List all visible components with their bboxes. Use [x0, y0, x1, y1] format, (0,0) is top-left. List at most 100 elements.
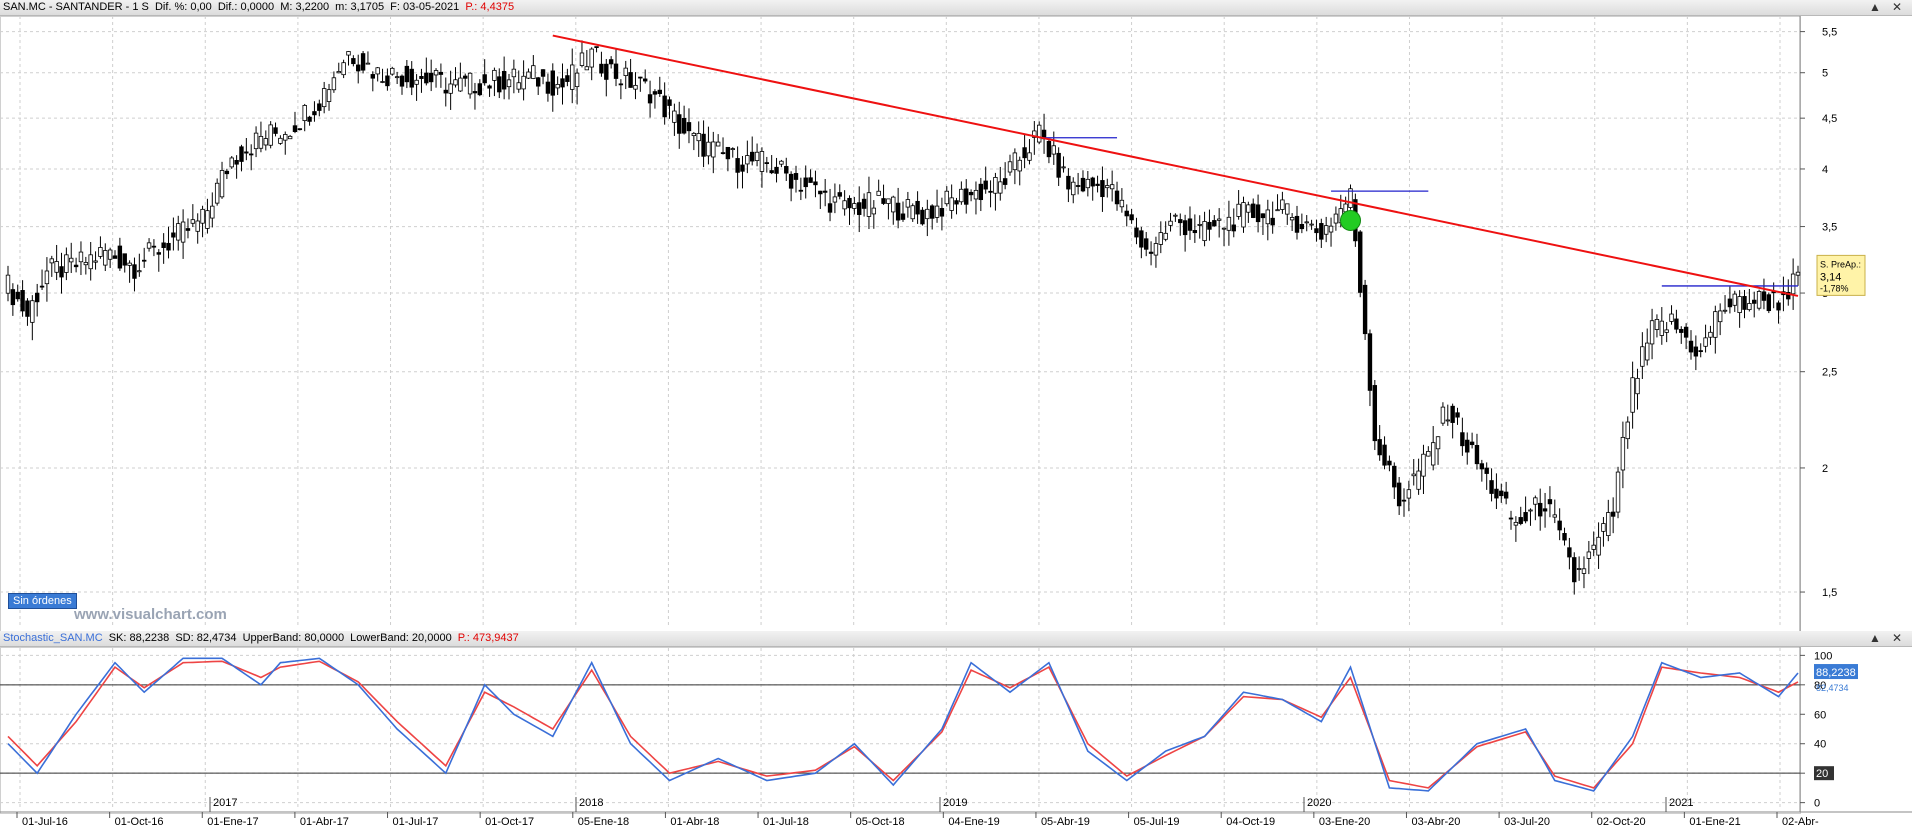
- candle: [1664, 329, 1669, 333]
- candle: [1265, 209, 1271, 225]
- candle: [1241, 202, 1246, 228]
- candle: [604, 63, 609, 80]
- candle: [385, 75, 390, 87]
- candle: [424, 72, 429, 84]
- candle: [356, 64, 361, 72]
- x-tick-label: 01-Abr-17: [300, 816, 349, 828]
- candle: [205, 210, 210, 229]
- candle: [263, 138, 268, 146]
- candle: [1051, 145, 1056, 155]
- candle: [861, 198, 867, 209]
- candle: [769, 170, 774, 174]
- candle: [448, 83, 453, 94]
- candle: [652, 91, 658, 95]
- candle: [506, 79, 512, 88]
- candle: [346, 51, 351, 56]
- candle: [1124, 210, 1129, 217]
- candle: [326, 89, 332, 102]
- candle: [1567, 547, 1572, 558]
- candle: [574, 72, 580, 88]
- orders-button[interactable]: Sin órdenes: [8, 593, 77, 609]
- candle: [730, 148, 735, 151]
- collapse-icon[interactable]: ▲: [1869, 0, 1881, 14]
- candle: [560, 78, 565, 88]
- candle: [1275, 209, 1280, 212]
- candle: [278, 137, 283, 144]
- close-icon[interactable]: ✕: [1891, 631, 1903, 645]
- candle: [1552, 514, 1557, 518]
- candle: [998, 181, 1003, 194]
- candle: [852, 203, 857, 209]
- candle: [15, 291, 20, 300]
- candle: [535, 77, 541, 87]
- candle: [249, 153, 254, 156]
- candle: [1713, 311, 1718, 338]
- candle: [516, 82, 521, 90]
- date-label: F: 03-05-2021: [390, 1, 460, 13]
- candle: [1085, 178, 1091, 189]
- price-tick-label: 2: [1822, 463, 1828, 475]
- candle: [832, 196, 838, 203]
- candle: [467, 72, 473, 95]
- candle: [1474, 444, 1480, 465]
- candle: [1299, 224, 1305, 230]
- candle: [623, 67, 628, 76]
- candle: [229, 157, 234, 168]
- candle: [399, 75, 405, 87]
- candle: [1533, 497, 1538, 505]
- close-icon[interactable]: ✕: [1891, 0, 1903, 14]
- candle: [1207, 221, 1212, 230]
- candle: [1786, 291, 1791, 300]
- candle: [589, 48, 594, 68]
- candle: [1742, 296, 1747, 310]
- candle: [112, 255, 118, 259]
- candle: [1066, 175, 1071, 190]
- candle: [30, 300, 35, 323]
- candle: [122, 253, 127, 266]
- candle: [224, 170, 230, 175]
- candle: [1489, 480, 1494, 494]
- candle: [1576, 568, 1582, 570]
- candle: [321, 88, 327, 108]
- candle: [735, 158, 740, 173]
- candle: [1251, 203, 1256, 218]
- candle: [1795, 271, 1801, 276]
- candle: [1669, 313, 1674, 322]
- candle: [219, 170, 225, 198]
- price-tick-label: 5,5: [1822, 27, 1837, 39]
- candle: [1727, 298, 1733, 308]
- candle: [1333, 213, 1339, 224]
- x-tick-label: 04-Oct-19: [1226, 816, 1275, 828]
- candle: [1732, 293, 1737, 306]
- candle: [34, 292, 40, 303]
- candle: [691, 132, 697, 137]
- candle: [1075, 185, 1081, 187]
- candle: [1469, 441, 1475, 446]
- candle: [1392, 465, 1397, 488]
- candle: [390, 67, 395, 75]
- stoch-lower-tag-label: 20: [1816, 768, 1828, 780]
- candle: [1304, 221, 1309, 224]
- candle: [793, 173, 799, 180]
- stoch-sk-line: [7, 657, 1799, 792]
- candle: [993, 177, 998, 194]
- x-tick-label: 01-Jul-17: [393, 816, 439, 828]
- stoch-tick-label: 80: [1814, 680, 1826, 692]
- candle: [1450, 405, 1455, 423]
- candle: [151, 245, 157, 248]
- x-tick-label: 05-Jul-19: [1134, 816, 1180, 828]
- candle: [433, 70, 439, 76]
- candle: [438, 71, 444, 75]
- candle: [1095, 183, 1100, 186]
- candle: [1309, 223, 1314, 226]
- candle: [156, 252, 161, 255]
- candle: [818, 190, 823, 195]
- candle: [1323, 225, 1329, 235]
- collapse-icon[interactable]: ▲: [1869, 631, 1881, 645]
- candle: [487, 85, 492, 89]
- candle: [983, 180, 988, 190]
- candle: [1679, 329, 1684, 333]
- candle: [1212, 220, 1217, 227]
- year-label: 2018: [579, 797, 603, 809]
- candle: [166, 242, 171, 251]
